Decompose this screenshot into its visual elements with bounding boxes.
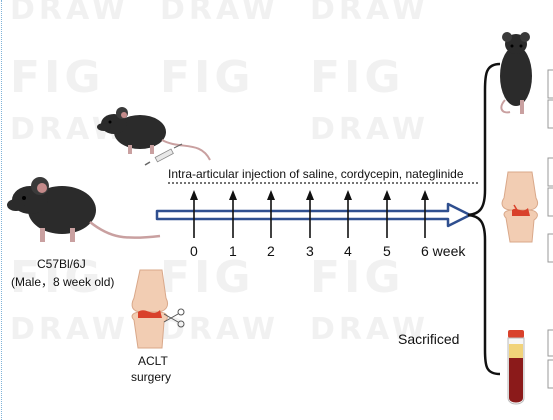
- tick-label: 3: [306, 243, 314, 259]
- mouse-group-label: (Male，8 week old): [11, 275, 115, 289]
- mouse-icon: [97, 107, 211, 161]
- injection-arrow: [190, 190, 198, 238]
- right-edge-tabs: [547, 69, 553, 389]
- tick-label: 2: [267, 243, 275, 259]
- tick-label: 0: [190, 243, 198, 259]
- injection-arrow: [383, 190, 391, 238]
- injection-arrows: [190, 190, 429, 238]
- mouse-icon: [500, 32, 532, 114]
- knee-joint-icon: [501, 171, 539, 243]
- blood-tube-icon: [507, 330, 525, 405]
- surgery-label-sub: surgery: [131, 370, 172, 384]
- timeline-arrow: [155, 202, 472, 228]
- mouse-strain-label: C57Bl/6J: [37, 257, 86, 271]
- tick-label: 1: [229, 243, 237, 259]
- mouse-icon: [7, 177, 161, 242]
- surgery-label: ACLT: [138, 354, 168, 368]
- injection-label: Intra-articular injection of saline, cor…: [168, 167, 464, 181]
- sacrificed-label: Sacrificed: [398, 331, 460, 347]
- injection-arrow: [421, 190, 429, 238]
- knee-joint-icon: [131, 269, 169, 349]
- tick-label: 5: [383, 243, 391, 259]
- scissors-icon: [163, 308, 185, 328]
- tick-label: 4: [344, 243, 352, 259]
- injection-arrow: [344, 190, 352, 238]
- injection-arrow: [306, 190, 314, 238]
- tick-label: 6 week: [421, 243, 466, 259]
- outcome-brace: [467, 62, 501, 376]
- left-border: [1, 0, 2, 420]
- injection-arrow: [267, 190, 275, 238]
- injection-arrow: [229, 190, 237, 238]
- syringe-icon: [144, 143, 183, 166]
